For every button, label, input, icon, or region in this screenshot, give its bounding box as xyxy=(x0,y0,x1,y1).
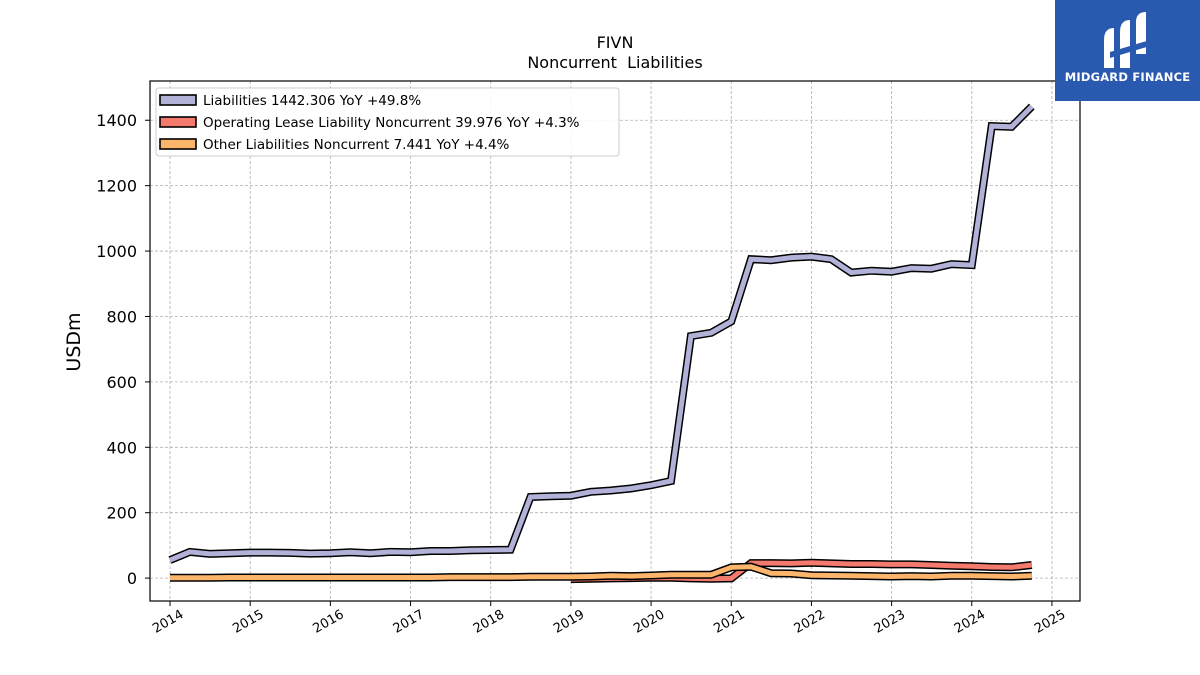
legend-label: Operating Lease Liability Noncurrent 39.… xyxy=(203,115,580,131)
series-line xyxy=(170,564,1032,581)
legend-swatch xyxy=(159,116,197,128)
chart-title: FIVN xyxy=(597,33,634,52)
y-tick-label: 1000 xyxy=(96,242,137,261)
brand-mark-icon xyxy=(1104,12,1150,68)
series-liabilities xyxy=(168,103,1035,564)
x-tick-label: 2024 xyxy=(952,607,988,637)
x-tick-label: 2023 xyxy=(872,607,908,637)
x-tick-label: 2016 xyxy=(311,607,347,637)
brand-logo: MIDGARD FINANCE xyxy=(1055,0,1200,101)
x-tick-label: 2014 xyxy=(150,607,186,637)
brand-name: MIDGARD FINANCE xyxy=(1064,70,1191,84)
chart-subtitle: Noncurrent Liabilities xyxy=(527,53,702,72)
y-tick-label: 0 xyxy=(127,569,137,588)
plot-frame xyxy=(149,80,1081,602)
x-tick-label: 2022 xyxy=(792,607,828,637)
series-line xyxy=(169,104,1034,563)
grid xyxy=(150,81,1080,601)
x-tick-label: 2019 xyxy=(551,607,587,637)
y-tick-label: 1200 xyxy=(96,177,137,196)
x-tick-label: 2018 xyxy=(471,607,507,637)
legend-box xyxy=(155,87,620,157)
series-other-liabilities-noncurrent xyxy=(170,562,1032,582)
x-tick-label: 2017 xyxy=(391,607,427,637)
series-layer xyxy=(168,103,1035,584)
x-tick-label: 2025 xyxy=(1032,607,1068,637)
legend-swatch xyxy=(159,138,197,150)
axis-ticks: 0 200 400 600 800 1000 1200 1400 2014 2015 2016 201… xyxy=(96,111,1068,636)
legend: Liabilities 1442.306 YoY +49.8% Operating… xyxy=(155,87,620,157)
y-tick-label: 800 xyxy=(106,307,137,326)
y-tick-label: 400 xyxy=(106,438,137,457)
legend-label: Other Liabilities Noncurrent 7.441 YoY +… xyxy=(203,137,510,153)
x-tick-label: 2020 xyxy=(631,607,667,637)
y-tick-label: 200 xyxy=(106,504,137,523)
legend-label: Liabilities 1442.306 YoY +49.8% xyxy=(203,93,421,109)
x-tick-label: 2015 xyxy=(230,607,266,637)
y-tick-label: 1400 xyxy=(96,111,137,130)
y-axis-label: USDm xyxy=(63,312,85,371)
y-tick-label: 600 xyxy=(106,373,137,392)
legend-swatch xyxy=(159,94,197,106)
x-tick-label: 2021 xyxy=(711,607,747,637)
